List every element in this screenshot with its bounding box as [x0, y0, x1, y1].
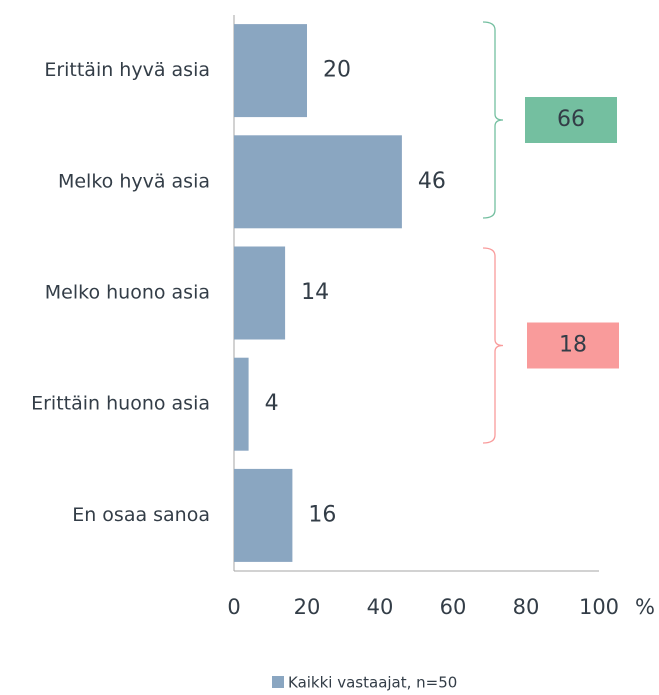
value-label: 4: [265, 391, 279, 416]
brace: [482, 21, 504, 219]
value-label: 46: [418, 169, 446, 194]
value-label: 14: [301, 280, 329, 305]
y-tick-label: En osaa sanoa: [72, 504, 210, 526]
y-tick-label: Erittäin huono asia: [31, 393, 210, 415]
y-tick-label: Erittäin hyvä asia: [44, 59, 210, 81]
bar: [234, 246, 286, 340]
bar: [234, 24, 307, 118]
x-tick-label: 0: [227, 595, 240, 619]
bar: [234, 357, 249, 451]
brace: [482, 247, 504, 444]
x-tick-label: 20: [294, 595, 321, 619]
x-tick-label: 40: [367, 595, 394, 619]
x-tick-label: 60: [440, 595, 467, 619]
legend-label: Kaikki vastaajat, n=50: [288, 674, 457, 692]
value-label: 20: [323, 58, 351, 83]
x-tick-label: 80: [513, 595, 540, 619]
group-box: [525, 97, 617, 143]
bar: [234, 135, 402, 229]
x-tick-label: 100: [579, 595, 619, 619]
group-box: [527, 322, 619, 369]
x-axis-label: %: [635, 595, 655, 619]
y-tick-label: Melko huono asia: [45, 282, 210, 304]
y-tick-label: Melko hyvä asia: [58, 170, 210, 192]
value-label: 16: [308, 502, 336, 527]
legend-swatch: [272, 676, 284, 688]
bar: [234, 468, 293, 562]
group-value: 18: [559, 333, 587, 358]
group-value: 66: [557, 107, 585, 132]
